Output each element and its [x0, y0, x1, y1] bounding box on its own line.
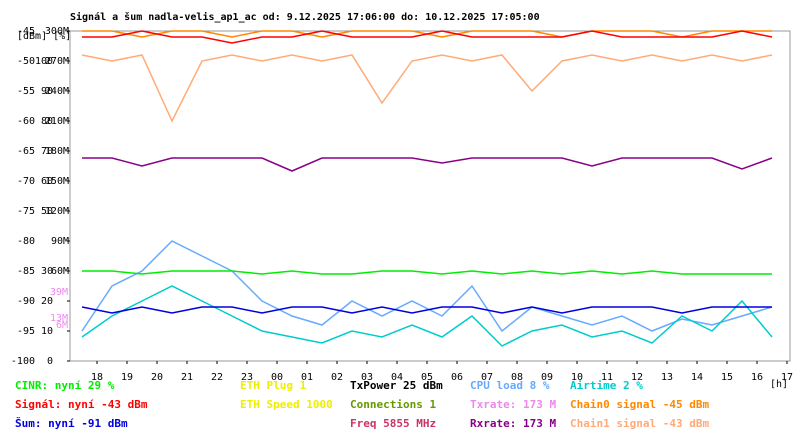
yticks-label: -75: [17, 206, 35, 217]
legend-entry: Connections 1: [350, 398, 436, 411]
x-tick-label: 21: [181, 372, 193, 383]
x-tick-label: 01: [301, 372, 313, 383]
x-tick-label: 03: [361, 372, 373, 383]
y2ticks-label: 20: [41, 296, 53, 307]
x-tick-label: 20: [151, 372, 163, 383]
yticks-label: -70: [17, 176, 35, 187]
y2ticks-label: 100: [35, 56, 53, 67]
y3ticks-label: 240M: [45, 86, 69, 97]
yticks-label: -55: [17, 86, 35, 97]
x-tick-label: 07: [481, 372, 493, 383]
x-tick-label: 18: [91, 372, 103, 383]
legend-entry: ETH Speed 1000: [240, 398, 333, 411]
chart-title: Signál a šum nadla-velis_ap1_ac od: 9.12…: [70, 11, 540, 23]
y3ticks-label: 150M: [45, 176, 69, 187]
x-tick-label: 23: [241, 372, 253, 383]
y3ticks-label: 210M: [45, 116, 69, 127]
rate-marker: 13M: [50, 313, 68, 324]
yticks-label: -80: [17, 236, 35, 247]
series-line: [81, 240, 773, 333]
x-unit: [h]: [770, 379, 788, 390]
legend-entry: Signál: nyní -43 dBm: [15, 398, 148, 411]
series-line: [81, 285, 773, 347]
x-tick-label: 06: [451, 372, 463, 383]
x-tick-label: 14: [691, 372, 703, 383]
x-tick-label: 00: [271, 372, 283, 383]
y2ticks-label: 80: [41, 116, 53, 127]
y2ticks-label: 60: [41, 176, 53, 187]
legend-entry: Rxrate: 173 M: [470, 417, 556, 430]
rate-marker: 6M: [56, 320, 68, 331]
legend-entry: CINR: nyní 29 %: [15, 379, 115, 392]
y2ticks-label: 70: [41, 146, 53, 157]
x-tick-label: 08: [511, 372, 523, 383]
yticks-label: -60: [17, 116, 35, 127]
y2ticks-label: 90: [41, 86, 53, 97]
series-line: [82, 270, 772, 275]
series-line: [82, 30, 773, 44]
x-tick-label: 05: [421, 372, 433, 383]
legend-entry: Txrate: 173 M: [470, 398, 556, 411]
x-tick-label: 02: [331, 372, 343, 383]
y3ticks-label: 180M: [45, 146, 69, 157]
y3ticks-label: 300M: [45, 26, 69, 37]
legend-entry: TxPower 25 dBm: [350, 379, 443, 392]
y3ticks-label: 60M: [51, 266, 69, 277]
y2ticks-label: 10: [41, 326, 53, 337]
y3ticks-label: 90M: [51, 236, 69, 247]
yticks-label: -100: [11, 356, 35, 367]
yticks-label: -90: [17, 296, 35, 307]
y2ticks-label: 50: [41, 206, 53, 217]
legend-entry: Chain0 signal -45 dBm: [570, 398, 709, 411]
series-line: [82, 157, 773, 172]
yticks-label: -65: [17, 146, 35, 157]
x-tick-label: 11: [601, 372, 613, 383]
rate-marker: 39M: [50, 287, 68, 298]
x-tick-label: 17: [781, 372, 793, 383]
y2ticks-label: 0: [47, 356, 53, 367]
y3ticks-label: 270M: [45, 56, 69, 67]
legend-entry: Šum: nyní -91 dBm: [15, 417, 128, 430]
series-line: [81, 306, 772, 314]
legend-entry: Chain1 signal -43 dBm: [570, 417, 709, 430]
yticks-label: -50: [17, 56, 35, 67]
x-tick-label: 12: [631, 372, 643, 383]
legend-entry: CPU load 8 %: [470, 379, 550, 392]
legend-entry: ETH Plug 1: [240, 379, 307, 392]
legend-entry: Freq 5855 MHz: [350, 417, 436, 430]
x-tick-label: 22: [211, 372, 223, 383]
yticks-label: -45: [17, 26, 35, 37]
legend-entry: Airtime 2 %: [570, 379, 643, 392]
x-tick-label: 04: [391, 372, 403, 383]
x-tick-label: 10: [571, 372, 583, 383]
series-line: [81, 54, 773, 123]
axis-header: [dBm] [%]: [17, 31, 71, 42]
x-tick-label: 19: [121, 372, 133, 383]
yticks-label: -95: [17, 326, 35, 337]
x-tick-label: 09: [541, 372, 553, 383]
yticks-label: -85: [17, 266, 35, 277]
y2ticks-label: 30: [41, 266, 53, 277]
x-tick-label: 16: [751, 372, 763, 383]
x-tick-label: 15: [721, 372, 733, 383]
x-tick-label: 13: [661, 372, 673, 383]
y3ticks-label: 120M: [45, 206, 69, 217]
